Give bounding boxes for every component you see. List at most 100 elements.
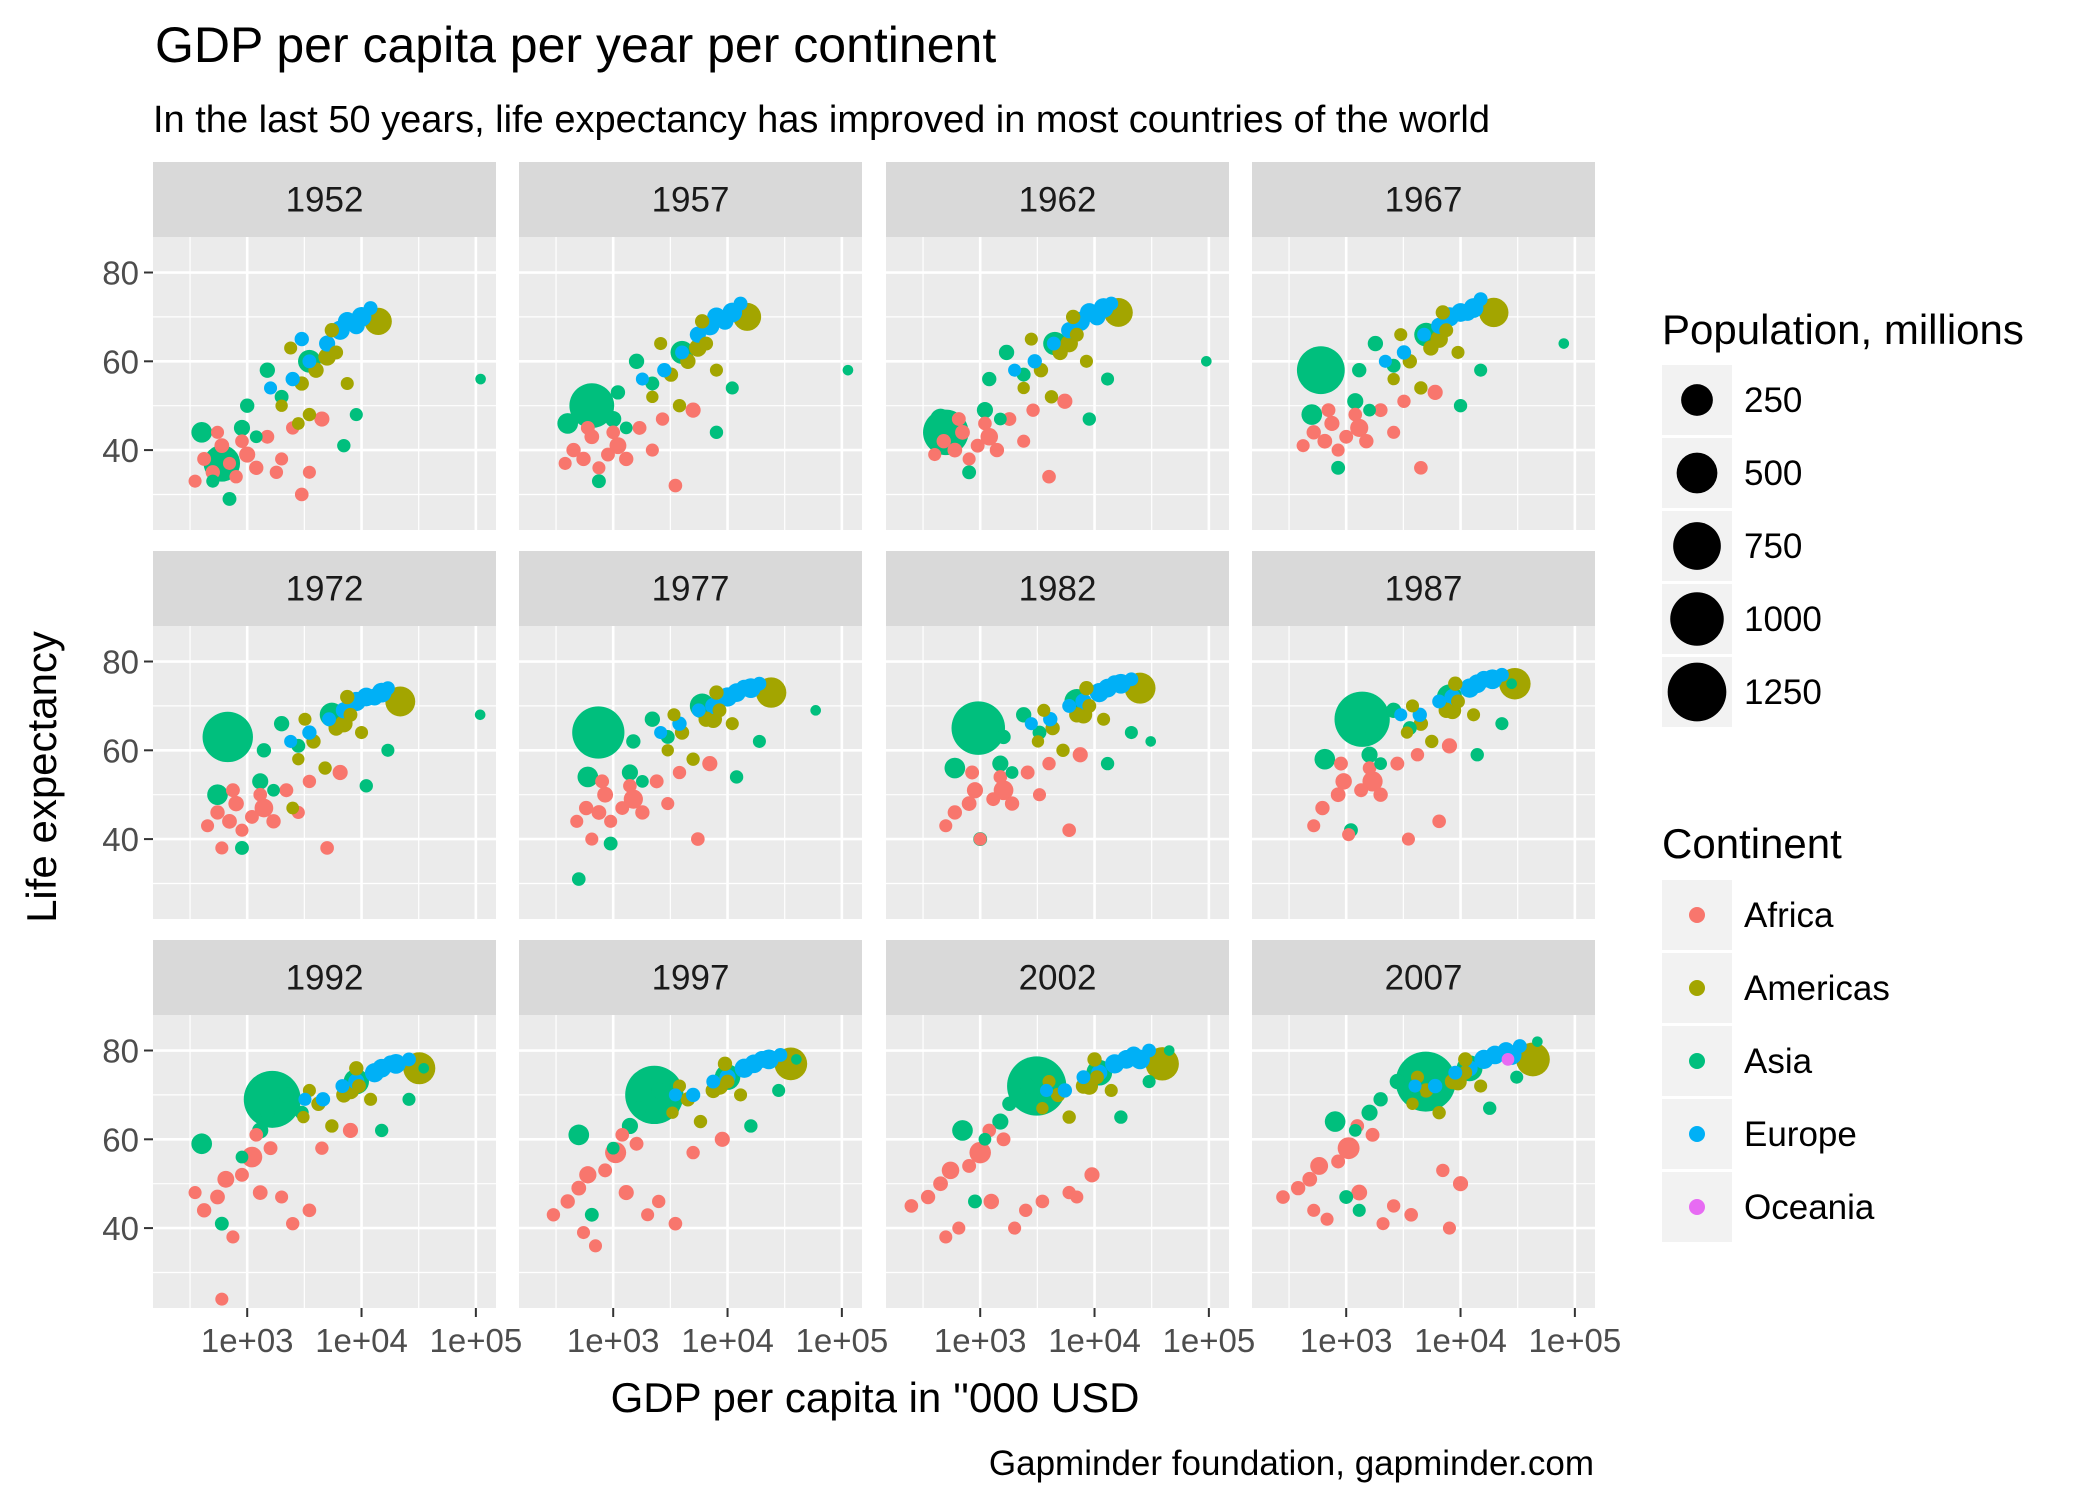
- data-point-europe: [298, 1092, 312, 1106]
- data-point-africa: [241, 1146, 263, 1168]
- data-point-africa: [1321, 403, 1336, 418]
- data-point-africa: [249, 1128, 264, 1142]
- data-point-asia: [951, 701, 1006, 755]
- data-point-africa: [275, 1190, 289, 1204]
- data-point-asia: [206, 474, 220, 488]
- size-legend-label: 1250: [1744, 673, 1822, 712]
- data-point-africa: [623, 789, 643, 809]
- data-point-asia: [222, 491, 237, 506]
- data-point-africa: [1441, 738, 1458, 754]
- data-point-asia: [1082, 412, 1096, 426]
- data-point-asia: [644, 711, 661, 727]
- points-layer: [1276, 1036, 1550, 1235]
- data-point-europe: [685, 1087, 701, 1103]
- x-tick-label: 1e+05: [1163, 1322, 1256, 1359]
- data-point-africa: [1331, 443, 1345, 457]
- data-point-americas: [1425, 734, 1439, 749]
- data-point-europe: [1039, 1083, 1054, 1098]
- data-point-asia: [1101, 372, 1115, 386]
- points-layer: [1307, 667, 1531, 846]
- data-point-europe: [1512, 1039, 1527, 1054]
- data-point-asia: [1367, 335, 1384, 352]
- facet-strip-label: 1972: [286, 570, 364, 609]
- data-point-africa: [576, 451, 591, 467]
- data-point-asia: [591, 474, 606, 489]
- x-tick-label: 1e+03: [201, 1322, 294, 1359]
- data-point-africa: [1365, 1127, 1380, 1142]
- data-point-europe: [315, 1092, 331, 1107]
- x-tick-label: 1e+05: [430, 1322, 523, 1359]
- color-legend-label: Oceania: [1744, 1188, 1875, 1227]
- x-tick-label: 1e+03: [567, 1322, 660, 1359]
- data-point-americas: [1479, 297, 1509, 328]
- data-point-americas: [340, 376, 354, 391]
- data-point-asia: [1510, 1070, 1524, 1084]
- data-point-africa: [962, 452, 976, 466]
- data-point-asia: [191, 422, 213, 443]
- chart-title: GDP per capita per year per continent: [155, 17, 996, 73]
- data-point-africa: [1035, 1194, 1050, 1209]
- y-tick-label: 80: [102, 255, 139, 292]
- facet-strip: [1252, 551, 1595, 626]
- data-point-asia: [359, 779, 373, 793]
- data-point-africa: [226, 1230, 240, 1244]
- facet-strip-label: 1967: [1385, 181, 1463, 220]
- points-layer: [188, 1052, 436, 1306]
- data-point-europe: [1057, 1083, 1073, 1098]
- data-point-americas: [284, 341, 298, 355]
- data-point-asia: [1352, 1203, 1366, 1217]
- data-point-europe: [363, 301, 378, 315]
- data-point-americas: [720, 1074, 735, 1089]
- data-point-americas: [1087, 1052, 1102, 1067]
- data-point-asia: [930, 408, 951, 430]
- facet-strip-label: 1982: [1019, 570, 1097, 609]
- data-point-africa: [228, 795, 244, 812]
- facet-strip: [153, 940, 496, 1015]
- data-point-africa: [1331, 1154, 1346, 1169]
- data-point-africa: [235, 434, 249, 449]
- data-point-africa: [1337, 1137, 1360, 1160]
- data-point-europe: [263, 381, 278, 395]
- data-point-europe: [654, 726, 668, 740]
- data-point-asia: [1506, 678, 1517, 690]
- data-point-asia: [982, 371, 997, 387]
- data-point-africa: [993, 770, 1008, 784]
- data-point-asia: [725, 381, 739, 395]
- data-point-asia: [1019, 1078, 1036, 1094]
- data-point-asia: [1453, 399, 1468, 413]
- facet-strip: [153, 162, 496, 237]
- data-point-africa: [235, 1167, 249, 1182]
- data-point-africa: [294, 487, 309, 502]
- data-point-asia: [962, 465, 977, 480]
- data-point-africa: [196, 1203, 212, 1218]
- panel-background: [519, 1015, 862, 1308]
- data-point-europe: [1494, 667, 1509, 682]
- facet-panel-1992: 1992 40 60 80 1e+03 1e+04 1e+05: [102, 940, 522, 1359]
- color-legend-dot: [1689, 907, 1705, 923]
- data-point-americas: [1467, 708, 1481, 722]
- data-point-africa: [320, 841, 334, 855]
- data-point-africa: [314, 411, 330, 427]
- data-point-africa: [668, 1216, 683, 1231]
- facet-panel-1997: 1997 1e+03 1e+04 1e+05: [519, 940, 888, 1359]
- data-point-africa: [269, 465, 284, 479]
- data-point-asia: [1348, 1124, 1362, 1137]
- data-point-africa: [332, 764, 348, 781]
- data-point-asia: [976, 402, 994, 419]
- data-point-africa: [249, 460, 264, 476]
- data-point-americas: [1405, 699, 1420, 713]
- data-point-asia: [968, 1194, 982, 1209]
- data-point-africa: [1310, 1156, 1329, 1175]
- data-point-europe: [1124, 672, 1139, 687]
- data-point-europe: [366, 688, 384, 706]
- data-point-africa: [989, 442, 1005, 458]
- data-point-asia: [1347, 393, 1364, 410]
- data-point-africa: [576, 1225, 591, 1240]
- data-point-africa: [275, 452, 289, 466]
- data-point-americas: [717, 1056, 733, 1072]
- facet-panels: 1952 40 60 80 1957 1962 1967 1972 40 60 80 1977 1982…: [102, 162, 1621, 1359]
- data-point-asia: [1314, 748, 1336, 770]
- data-point-asia: [475, 373, 486, 385]
- data-point-asia: [628, 353, 645, 369]
- data-point-africa: [210, 425, 225, 439]
